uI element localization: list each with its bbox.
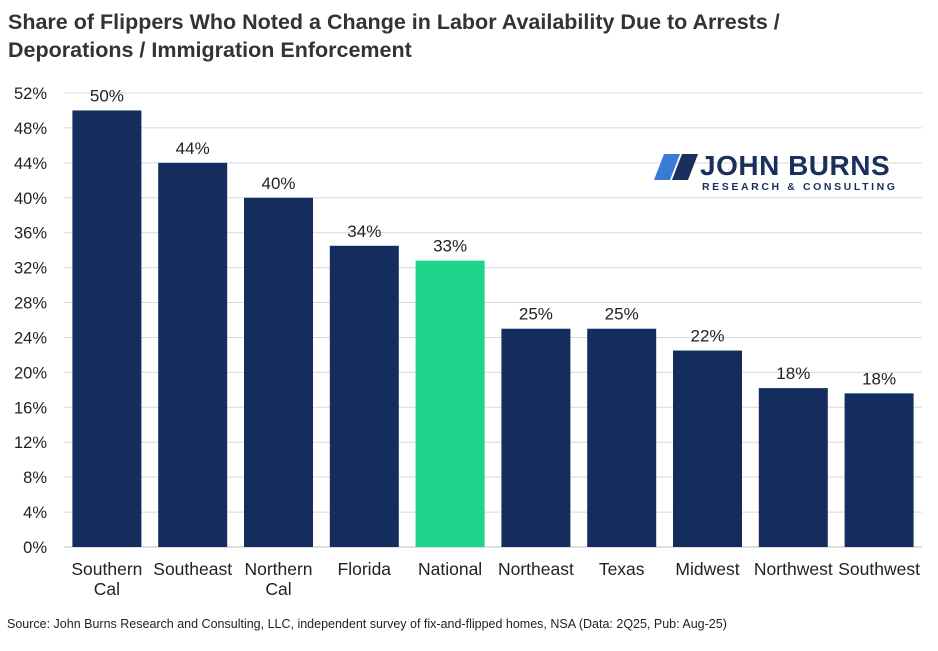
data-label: 50% [90, 86, 124, 105]
y-tick-label: 32% [14, 260, 47, 278]
logo-name: JOHN BURNS [700, 150, 891, 181]
chart-title-line-2: Deporations / Immigration Enforcement [8, 38, 412, 62]
x-axis-tick-labels: Southern Cal Southeast Northern Cal Florida Na… [71, 559, 920, 599]
bar [244, 197, 313, 547]
x-tick-label: Midwest [675, 559, 739, 579]
chart-title-line-1: Share of Flippers Who Noted a Change in … [8, 10, 780, 34]
y-tick-label: 24% [14, 329, 47, 347]
x-tick-label: Florida [338, 559, 392, 579]
y-tick-label: 20% [14, 364, 47, 382]
bar [158, 162, 228, 547]
bars [72, 110, 914, 548]
bar [501, 328, 571, 547]
data-label: 18% [776, 364, 810, 383]
bar [844, 393, 914, 547]
data-label: 40% [261, 174, 295, 193]
data-label: 25% [605, 305, 639, 324]
data-labels: 50% 44% 40% 34% 33% 25% 25% 22% 18% 18% [90, 86, 896, 388]
bar [758, 388, 828, 547]
y-tick-label: 40% [14, 190, 47, 208]
x-tick-label: Southeast [153, 559, 232, 579]
y-tick-label: 16% [14, 399, 47, 417]
x-tick-label: Southern Cal [71, 559, 142, 599]
data-label: 25% [519, 305, 553, 324]
x-tick-label: Northeast [498, 559, 574, 579]
data-label: 34% [347, 222, 381, 241]
bar [415, 260, 485, 547]
y-tick-label: 48% [14, 120, 47, 138]
x-tick-label: Texas [599, 559, 645, 579]
y-tick-label: 28% [14, 295, 47, 313]
y-axis-tick-labels: 0% 4% 8% 12% 16% 20% 24% 28% 32% 36% 40% 44% 48% 52% [14, 85, 47, 557]
y-tick-label: 8% [23, 469, 47, 487]
bar [72, 110, 142, 547]
y-tick-label: 44% [14, 155, 47, 173]
source-note: Source: John Burns Research and Consulti… [7, 617, 727, 631]
bar [673, 350, 742, 547]
data-label: 33% [433, 237, 467, 256]
y-tick-label: 0% [23, 539, 47, 557]
y-tick-label: 52% [14, 85, 47, 103]
bar [329, 245, 399, 548]
bar [587, 328, 657, 547]
data-label: 22% [690, 327, 724, 346]
x-tick-label: Northwest [754, 559, 833, 579]
john-burns-logo: JOHN BURNS RESEARCH & CONSULTING [652, 150, 912, 196]
y-tick-label: 4% [23, 504, 47, 522]
data-label: 44% [176, 139, 210, 158]
logo-tagline: RESEARCH & CONSULTING [702, 181, 898, 193]
y-tick-label: 12% [14, 434, 47, 452]
chart-title: Share of Flippers Who Noted a Change in … [8, 8, 908, 64]
data-label: 18% [862, 369, 896, 388]
y-tick-label: 36% [14, 225, 47, 243]
x-tick-label: National [418, 559, 482, 579]
x-tick-label: Northern Cal [244, 559, 312, 599]
x-tick-label: Southwest [838, 559, 920, 579]
logo-mark-icon [654, 154, 698, 180]
